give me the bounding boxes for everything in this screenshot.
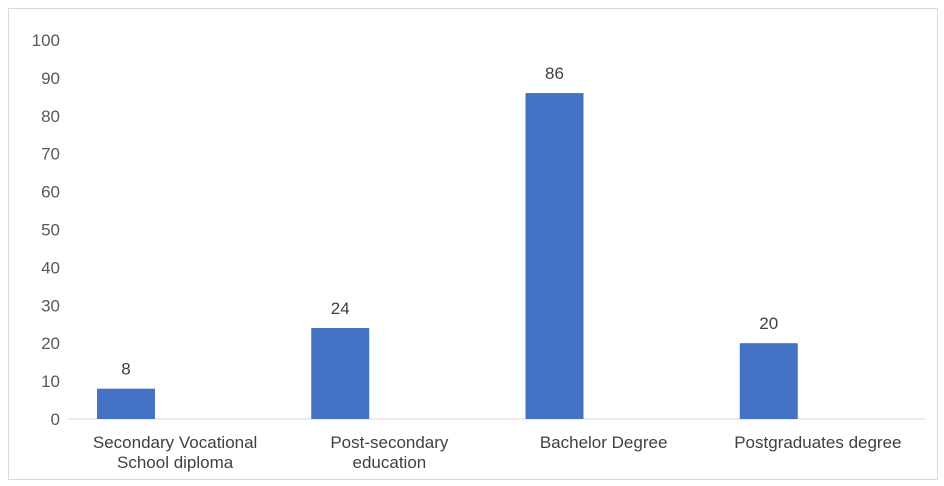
x-tick-label: Postgraduates degree [734, 433, 901, 452]
x-tick-label: Post-secondary [330, 433, 449, 452]
x-tick-label: Secondary Vocational [93, 433, 257, 452]
bar [739, 343, 798, 419]
y-tick-label: 80 [41, 107, 60, 126]
bar [311, 328, 370, 419]
y-tick-label: 100 [32, 31, 60, 50]
x-tick-label: School diploma [117, 453, 234, 472]
y-tick-label: 10 [41, 372, 60, 391]
y-tick-label: 30 [41, 296, 60, 315]
data-label: 86 [545, 64, 564, 83]
bar [525, 93, 584, 419]
data-label: 20 [759, 314, 778, 333]
y-tick-label: 70 [41, 145, 60, 164]
x-tick-label: education [353, 453, 427, 472]
y-tick-label: 90 [41, 69, 60, 88]
x-tick-label: Bachelor Degree [540, 433, 668, 452]
bar [97, 388, 155, 419]
y-tick-label: 60 [41, 183, 60, 202]
data-label: 24 [331, 299, 350, 318]
y-tick-label: 0 [51, 410, 60, 429]
y-tick-label: 40 [41, 258, 60, 277]
data-label: 8 [121, 360, 130, 379]
y-tick-label: 50 [41, 221, 60, 240]
y-tick-label: 20 [41, 334, 60, 353]
